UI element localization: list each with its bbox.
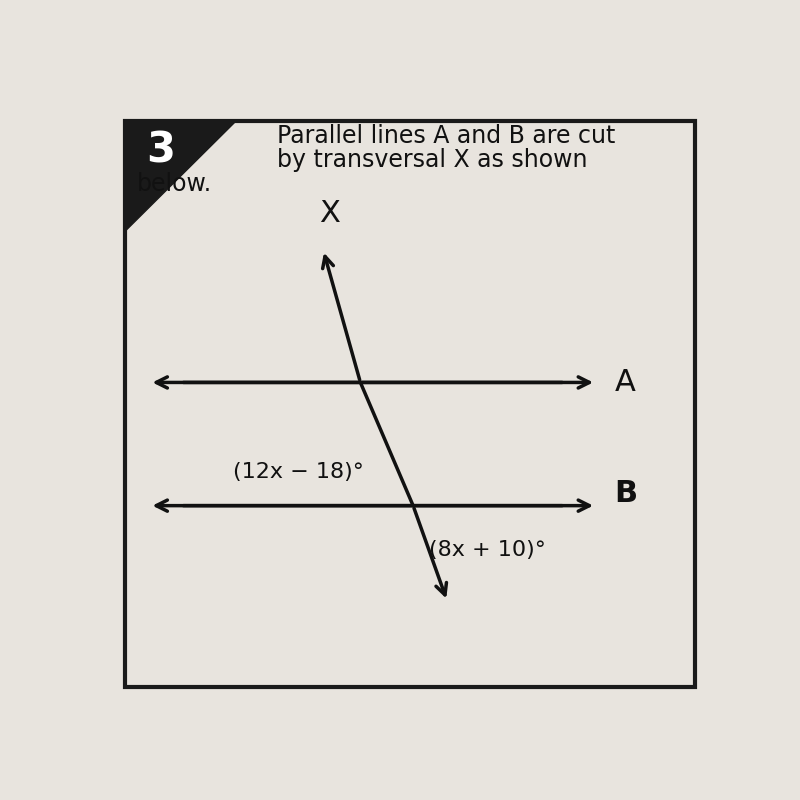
Text: (12x − 18)°: (12x − 18)° — [233, 462, 363, 482]
Text: below.: below. — [138, 172, 212, 196]
Text: (8x + 10)°: (8x + 10)° — [429, 539, 546, 559]
Text: A: A — [614, 368, 635, 397]
Text: 3: 3 — [146, 130, 175, 172]
Polygon shape — [125, 121, 237, 231]
Text: by transversal X as shown: by transversal X as shown — [277, 148, 587, 172]
Text: X: X — [319, 199, 340, 229]
Text: B: B — [614, 479, 638, 508]
Text: Parallel lines A and B are cut: Parallel lines A and B are cut — [277, 124, 615, 148]
FancyBboxPatch shape — [125, 121, 695, 687]
